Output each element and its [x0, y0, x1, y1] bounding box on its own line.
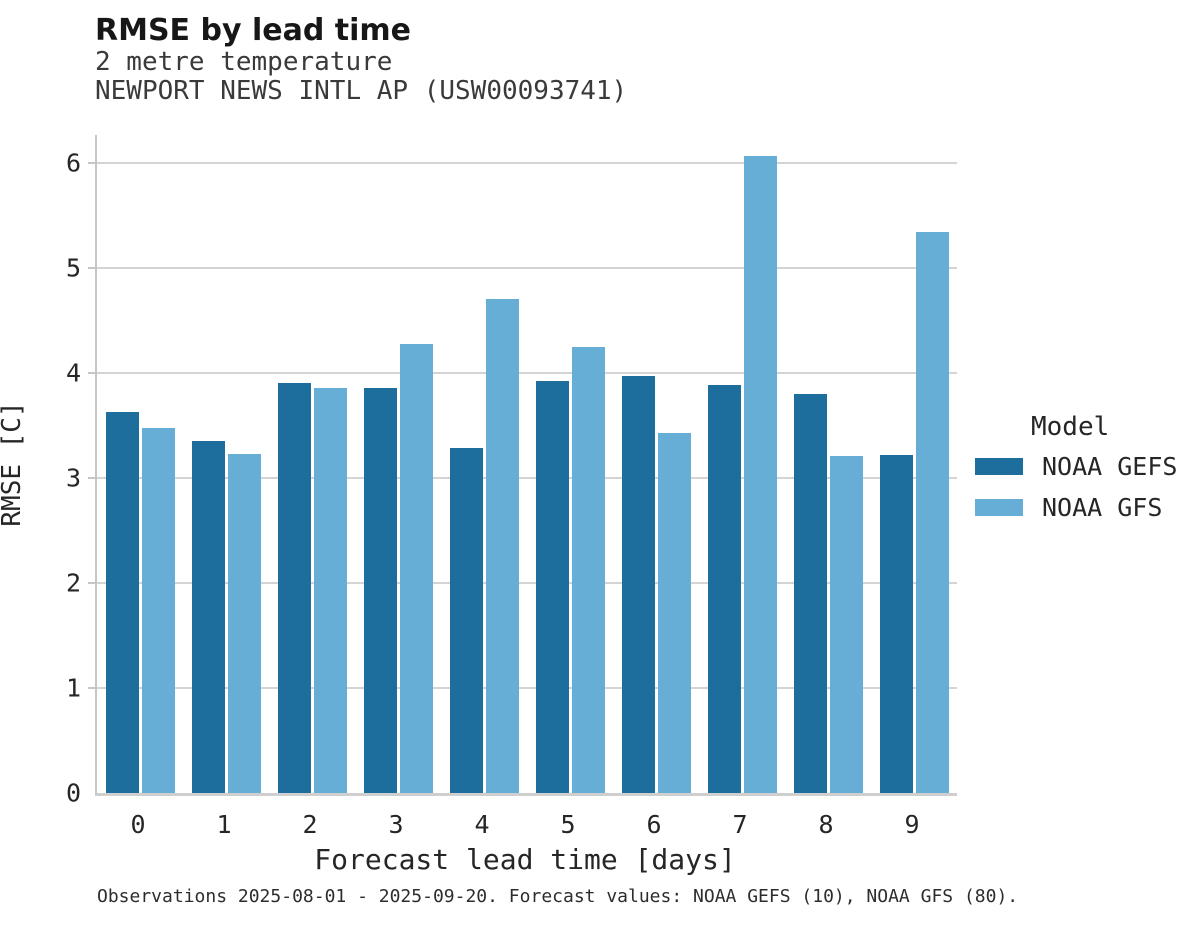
y-tick-mark-2: [88, 582, 95, 585]
x-tick-label-2: 2: [302, 810, 318, 839]
bar-noaa-gefs-lead-3: [363, 387, 397, 793]
bar-noaa-gfs-lead-9: [915, 231, 949, 793]
bar-group-lead-6: [613, 135, 699, 793]
gridline-y-3: [97, 477, 957, 480]
bar-noaa-gefs-lead-6: [621, 376, 655, 793]
bar-group-lead-0: [97, 135, 183, 793]
x-tick-label-4: 4: [474, 810, 490, 839]
x-tick-label-9: 9: [904, 810, 920, 839]
legend-label: NOAA GFS: [1042, 493, 1163, 522]
chart-title: RMSE by lead time: [95, 13, 411, 48]
legend-swatch-noaa-gfs: [975, 499, 1023, 516]
bar-noaa-gefs-lead-8: [793, 394, 827, 793]
legend-title: Model: [1031, 412, 1110, 442]
y-tick-label-6: 6: [65, 148, 81, 178]
bar-noaa-gfs-lead-5: [571, 347, 605, 793]
y-tick-mark-4: [88, 372, 95, 375]
x-tick-label-6: 6: [646, 810, 662, 839]
legend-swatch-noaa-gefs: [975, 458, 1023, 475]
bar-noaa-gefs-lead-2: [277, 382, 311, 793]
bar-noaa-gfs-lead-1: [227, 454, 261, 793]
bar-group-lead-9: [871, 135, 957, 793]
legend-label: NOAA GEFS: [1042, 452, 1178, 481]
bar-noaa-gefs-lead-0: [105, 412, 139, 793]
y-axis-label: RMSE [C]: [0, 401, 27, 527]
bar-noaa-gfs-lead-2: [313, 387, 347, 793]
y-tick-label-0: 0: [65, 778, 81, 808]
y-tick-mark-5: [88, 267, 95, 270]
bar-group-lead-4: [441, 135, 527, 793]
x-tick-label-0: 0: [130, 810, 146, 839]
bar-noaa-gefs-lead-1: [191, 441, 225, 793]
bar-noaa-gfs-lead-6: [657, 433, 691, 793]
legend-item-noaa-gefs: NOAA GEFS: [975, 452, 1190, 481]
gridline-y-6: [97, 162, 957, 165]
chart-subtitle-variable: 2 metre temperature: [95, 47, 393, 77]
y-tick-label-1: 1: [65, 673, 81, 703]
gridline-y-4: [97, 372, 957, 375]
legend: Model NOAA GEFS NOAA GFS: [975, 412, 1190, 534]
gridline-y-2: [97, 582, 957, 585]
bar-group-lead-1: [183, 135, 269, 793]
legend-item-noaa-gfs: NOAA GFS: [975, 493, 1190, 522]
bar-group-lead-5: [527, 135, 613, 793]
chart-subtitle-station: NEWPORT NEWS INTL AP (USW00093741): [95, 76, 628, 106]
bar-group-lead-3: [355, 135, 441, 793]
bar-noaa-gefs-lead-9: [879, 455, 913, 793]
bar-noaa-gefs-lead-5: [535, 380, 569, 793]
bar-noaa-gfs-lead-0: [141, 427, 175, 793]
gridline-y-1: [97, 687, 957, 690]
y-tick-mark-1: [88, 687, 95, 690]
bar-noaa-gefs-lead-7: [707, 384, 741, 793]
x-tick-label-5: 5: [560, 810, 576, 839]
x-tick-label-8: 8: [818, 810, 834, 839]
plot-area: [88, 135, 957, 796]
x-tick-label-7: 7: [732, 810, 748, 839]
bar-noaa-gfs-lead-8: [829, 456, 863, 793]
bar-noaa-gfs-lead-3: [399, 343, 433, 793]
y-tick-label-2: 2: [65, 568, 81, 598]
y-tick-label-5: 5: [65, 253, 81, 283]
bar-group-lead-7: [699, 135, 785, 793]
y-tick-label-4: 4: [65, 358, 81, 388]
bar-noaa-gefs-lead-4: [449, 447, 483, 793]
bar-group-lead-8: [785, 135, 871, 793]
footnote-caption: Observations 2025-08-01 - 2025-09-20. Fo…: [97, 886, 1019, 907]
y-tick-label-3: 3: [65, 463, 81, 493]
x-axis-label: Forecast lead time [days]: [314, 843, 736, 876]
y-tick-mark-6: [88, 162, 95, 165]
gridline-y-5: [97, 267, 957, 270]
y-tick-mark-3: [88, 477, 95, 480]
bar-noaa-gfs-lead-7: [743, 156, 777, 793]
title-block: RMSE by lead time 2 metre temperature NE…: [95, 14, 627, 106]
x-tick-label-1: 1: [216, 810, 232, 839]
x-tick-label-3: 3: [388, 810, 404, 839]
bar-group-lead-2: [269, 135, 355, 793]
bar-noaa-gfs-lead-4: [485, 298, 519, 793]
